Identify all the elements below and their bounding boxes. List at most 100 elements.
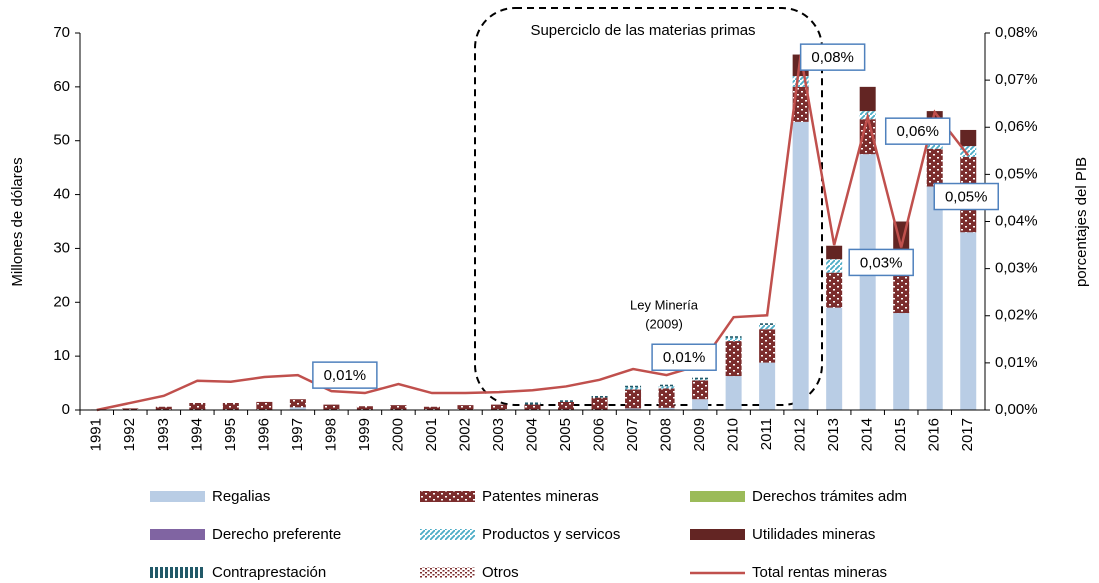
value-label-box <box>848 248 914 277</box>
legend-swatch <box>150 491 205 502</box>
y2-tick-label: 0,03% <box>995 260 1038 277</box>
value-label: 0,01% <box>663 349 706 366</box>
x-tick-label: 2002 <box>456 418 473 451</box>
x-tick-label: 2016 <box>926 418 943 451</box>
y-tick-label: 40 <box>53 186 70 203</box>
legend-swatch <box>690 529 745 540</box>
bar-segment <box>122 408 139 410</box>
bar-segment <box>658 386 675 389</box>
bar-segment <box>490 404 507 410</box>
bar-segment <box>859 86 876 112</box>
y2-tick-label: 0,05% <box>995 165 1038 182</box>
bar-segment <box>289 399 306 408</box>
bar-segment <box>524 404 541 410</box>
x-tick-label: 2017 <box>959 418 976 451</box>
legend-label: Derecho preferente <box>212 526 341 543</box>
value-label: 0,08% <box>811 49 854 66</box>
bar-segment <box>155 406 172 410</box>
bar-segment <box>960 146 977 157</box>
supercycle-frame <box>474 7 823 406</box>
bar-segment <box>692 377 709 380</box>
bar-segment <box>926 148 943 187</box>
x-tick-label: 1996 <box>255 418 272 451</box>
bar-segment <box>826 307 843 410</box>
x-tick-label: 2008 <box>658 418 675 451</box>
y2-axis-title: porcentajes del PIB <box>1073 157 1090 287</box>
value-label-box <box>884 117 951 145</box>
bar-segment <box>658 388 675 408</box>
bar-segment <box>759 362 776 410</box>
bar-segment <box>759 324 776 330</box>
y2-tick-label: 0,08% <box>995 24 1038 41</box>
x-tick-label: 2012 <box>792 418 809 451</box>
y2-tick-label: 0,04% <box>995 212 1038 229</box>
bar-segment <box>725 341 742 377</box>
bar-segment <box>591 395 608 398</box>
x-tick-label: 2013 <box>825 418 842 451</box>
x-tick-label: 1992 <box>121 418 138 451</box>
value-label: 0,03% <box>860 254 903 271</box>
bar-segment <box>222 402 239 410</box>
bar-segment <box>692 380 709 400</box>
value-label-box <box>933 182 999 211</box>
bar-segment <box>658 407 675 410</box>
y-tick-label: 20 <box>53 293 70 310</box>
bar-segment <box>725 376 742 410</box>
x-tick-label: 2015 <box>892 418 909 451</box>
bar-segment <box>893 313 910 410</box>
x-tick-label: 1993 <box>155 418 172 451</box>
bar-segment <box>289 407 306 410</box>
bar-segment <box>759 329 776 363</box>
y2-tick-label: 0,02% <box>995 307 1038 324</box>
x-tick-label: 1994 <box>188 418 205 451</box>
legend-label: Regalias <box>212 488 270 505</box>
bar-segment <box>457 405 474 410</box>
bar-segment <box>558 400 575 402</box>
legend-label: Total rentas mineras <box>752 564 887 581</box>
x-tick-label: 2011 <box>758 418 775 450</box>
bar-segment <box>625 385 642 388</box>
bar-segment <box>625 408 642 410</box>
bar-segment <box>792 76 809 87</box>
y-tick-label: 60 <box>53 78 70 95</box>
y-tick-label: 10 <box>53 347 70 364</box>
x-tick-label: 2001 <box>423 418 440 451</box>
y-tick-label: 50 <box>53 132 70 149</box>
legend-label: Otros <box>482 564 519 581</box>
legend-swatch <box>420 529 475 540</box>
y-tick-label: 70 <box>53 24 70 41</box>
bar-segment <box>893 269 910 314</box>
y2-tick-label: 0,06% <box>995 118 1038 135</box>
bar-segment <box>692 379 709 381</box>
bar-segment <box>725 336 742 338</box>
bar-segment <box>356 406 373 410</box>
legend-swatch <box>420 491 475 502</box>
bar-segment <box>591 397 608 410</box>
line-series <box>96 54 970 412</box>
bar-segment <box>960 232 977 410</box>
value-label-box <box>799 43 866 71</box>
bar-segment <box>625 389 642 409</box>
bar-segment <box>725 337 742 342</box>
annotation: (2009) <box>645 316 683 331</box>
bar-segment <box>759 323 776 325</box>
y-tick-label: 30 <box>53 239 70 256</box>
bar-segment <box>558 401 575 410</box>
legend-label: Productos y servicos <box>482 526 620 543</box>
x-tick-label: 2004 <box>523 418 540 451</box>
bar-segment <box>692 399 709 410</box>
x-tick-label: 2006 <box>591 418 608 451</box>
bar-segment <box>826 245 843 260</box>
legend-label: Contraprestación <box>212 564 326 581</box>
value-label: 0,06% <box>896 123 939 140</box>
y2-tick-label: 0,00% <box>995 401 1038 418</box>
bar-segment <box>658 384 675 387</box>
x-tick-label: 1998 <box>322 418 339 451</box>
legend-label: Patentes mineras <box>482 488 599 505</box>
x-tick-label: 2005 <box>557 418 574 451</box>
x-tick-label: 1995 <box>222 418 239 451</box>
legend-swatch <box>150 529 205 540</box>
x-tick-label: 1991 <box>88 418 105 451</box>
x-tick-label: 2009 <box>691 418 708 451</box>
